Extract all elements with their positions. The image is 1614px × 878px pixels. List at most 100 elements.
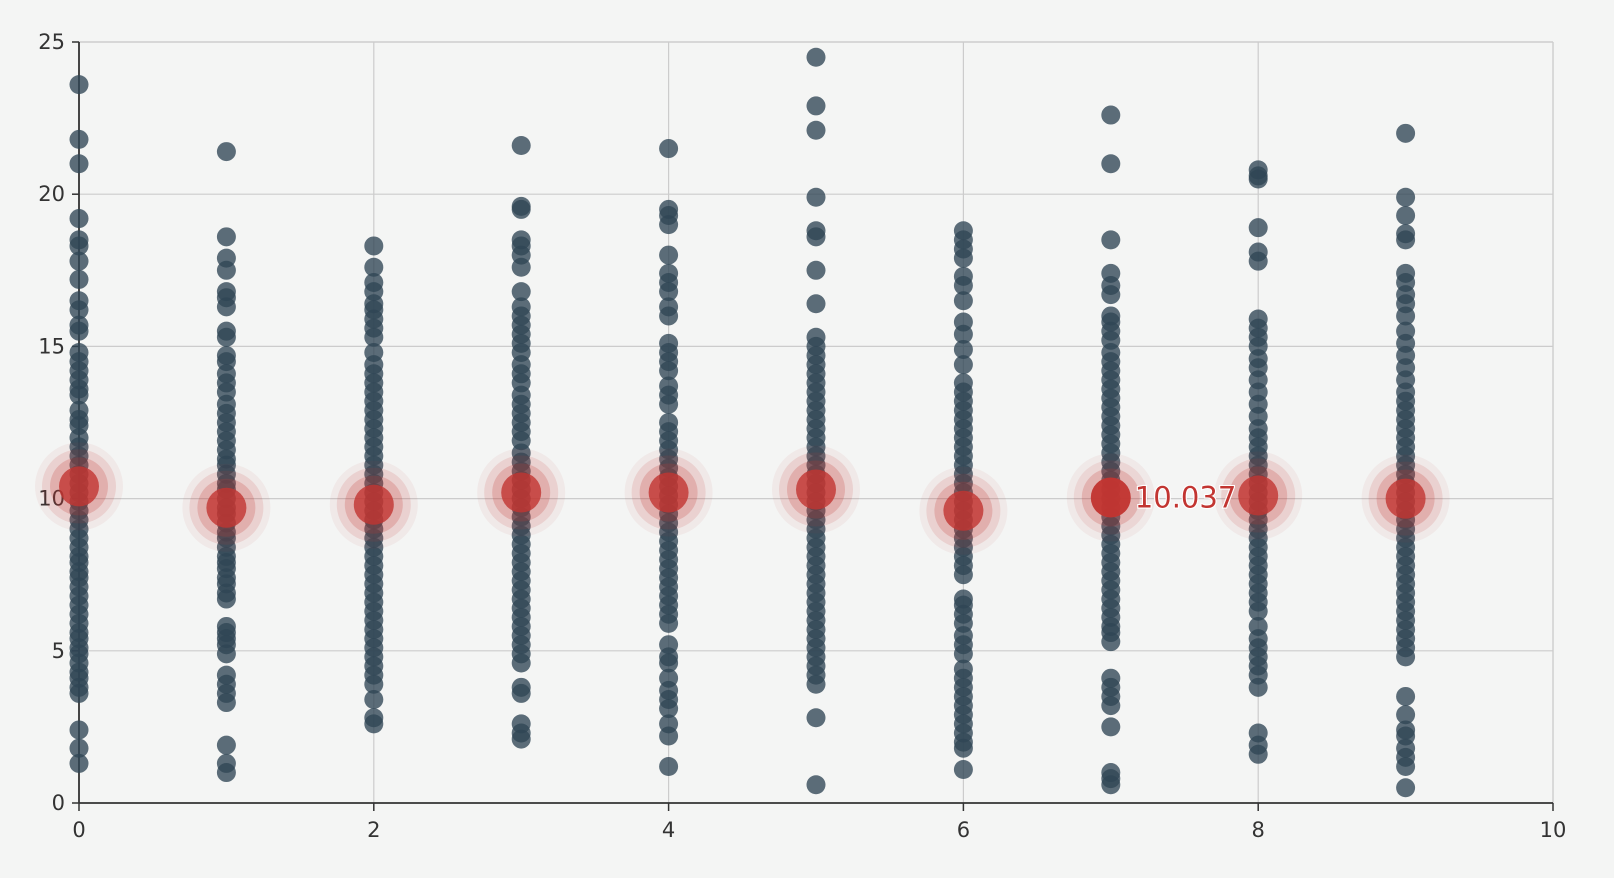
mean-marker[interactable] <box>624 448 713 537</box>
scatter-point <box>806 294 826 314</box>
x-tick-label: 2 <box>367 818 380 842</box>
mean-point <box>501 472 542 513</box>
scatter-point <box>806 96 826 116</box>
scatter-point <box>806 120 826 140</box>
scatter-point <box>511 297 531 317</box>
mean-point <box>1090 477 1131 518</box>
scatter-point <box>953 291 973 311</box>
scatter-point <box>1101 306 1121 326</box>
scatter-point <box>659 245 679 265</box>
mean-marker[interactable] <box>35 442 123 531</box>
scatter-point <box>953 373 973 393</box>
scatter-point <box>806 327 826 347</box>
scatter-point <box>1396 206 1416 226</box>
mean-point <box>796 469 836 510</box>
scatter-point <box>806 260 826 280</box>
scatter-point <box>659 139 679 159</box>
scatter-point <box>659 333 679 353</box>
scatter-point <box>806 47 826 67</box>
scatter-point <box>69 75 89 95</box>
scatter-point <box>659 668 679 688</box>
scatter-point <box>69 738 89 758</box>
mean-marker[interactable] <box>919 466 1008 555</box>
mean-markers[interactable] <box>35 442 1450 555</box>
x-tick-label: 4 <box>662 818 675 842</box>
scatter-point <box>69 269 89 289</box>
scatter-point <box>511 282 531 302</box>
data-points <box>69 47 1416 798</box>
x-tick-label: 0 <box>72 818 85 842</box>
scatter-point <box>216 346 236 366</box>
scatter-point <box>1101 717 1121 737</box>
scatter-point <box>69 315 89 335</box>
scatter-point <box>69 251 89 271</box>
mean-point <box>648 472 689 513</box>
scatter-point <box>806 187 826 207</box>
y-tick-label: 20 <box>38 182 65 206</box>
mean-marker[interactable] <box>1066 453 1155 542</box>
scatter-point <box>216 282 236 302</box>
scatter-point <box>364 690 384 710</box>
scatter-point <box>69 400 89 420</box>
scatter-point <box>806 221 826 241</box>
scatter-point <box>806 775 826 795</box>
mean-marker[interactable] <box>182 463 271 552</box>
scatter-point <box>953 339 973 359</box>
scatter-point <box>364 236 384 256</box>
mean-marker[interactable] <box>477 448 566 537</box>
highlight-value-label: 10.037 <box>1135 480 1236 514</box>
scatter-point <box>953 266 973 286</box>
mean-marker[interactable] <box>772 445 860 534</box>
scatter-point <box>659 714 679 734</box>
scatter-point <box>69 154 89 174</box>
scatter-point <box>1248 723 1268 743</box>
mean-marker[interactable] <box>329 460 418 549</box>
scatter-point <box>659 263 679 283</box>
mean-point <box>1385 478 1426 519</box>
scatter-point <box>1101 263 1121 283</box>
scatter-point <box>953 760 973 780</box>
scatter-point <box>1396 705 1416 725</box>
x-tick-label: 6 <box>957 818 970 842</box>
scatter-point <box>216 321 236 341</box>
scatter-point <box>659 376 679 396</box>
mean-point <box>353 484 394 525</box>
scatter-point <box>69 209 89 229</box>
scatter-point <box>1248 242 1268 262</box>
scatter-point <box>953 312 973 332</box>
scatter-point <box>511 714 531 734</box>
scatter-point <box>1396 686 1416 706</box>
scatter-point <box>216 665 236 685</box>
y-tick-label: 15 <box>38 334 65 358</box>
mean-marker[interactable] <box>1214 451 1303 540</box>
x-tick-label: 8 <box>1252 818 1265 842</box>
scatter-point <box>364 708 384 728</box>
scatter-point <box>216 142 236 162</box>
mean-marker[interactable] <box>1361 454 1450 543</box>
scatter-point <box>659 297 679 317</box>
scatter-point <box>1248 616 1268 636</box>
scatter-point <box>69 230 89 250</box>
scatter-point <box>69 342 89 362</box>
scatter-point <box>511 196 531 216</box>
scatter-point <box>1396 263 1416 283</box>
scatter-point <box>1248 218 1268 238</box>
y-tick-label: 25 <box>38 30 65 54</box>
scatter-point <box>953 589 973 609</box>
scatter-point <box>1101 230 1121 250</box>
scatter-point <box>659 756 679 776</box>
scatter-point <box>953 355 973 375</box>
scatter-point <box>1396 224 1416 244</box>
scatter-point <box>806 708 826 728</box>
scatter-point <box>511 230 531 250</box>
scatter-point <box>1101 763 1121 783</box>
data-labels: 10.037 <box>1134 479 1238 515</box>
scatter-point <box>364 272 384 292</box>
x-tick-label: 10 <box>1540 818 1567 842</box>
scatter-point <box>216 735 236 755</box>
scatter-point <box>511 135 531 155</box>
scatter-point <box>511 677 531 697</box>
